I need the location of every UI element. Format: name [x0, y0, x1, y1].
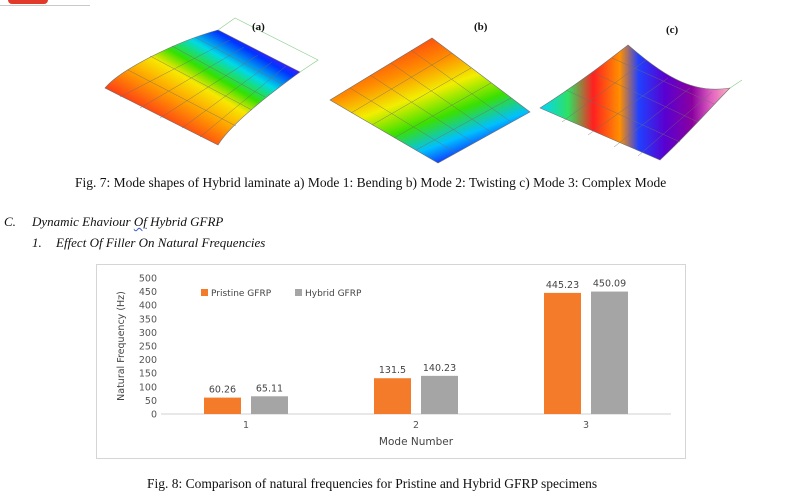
data-label-pristine-mode-3: 445.23	[546, 280, 579, 291]
y-tick-label: 50	[145, 396, 157, 407]
section-title-flagged-word: Of	[133, 214, 147, 229]
section-title-start: Dynamic Ehaviour	[32, 214, 134, 229]
subsection-number: 1.	[32, 235, 42, 250]
data-label-pristine-mode-2: 131.5	[379, 365, 406, 376]
legend-swatch-pristine	[201, 289, 208, 296]
y-tick-label: 500	[139, 274, 157, 285]
chart-container: 0 50 100 150 200 250 300 350 400 450 500 60.26 65.1…	[96, 264, 686, 459]
bar-pristine-mode-1	[204, 397, 241, 414]
section-letter: C.	[4, 214, 16, 229]
panel-label-a: (a)	[252, 21, 265, 33]
bar-hybrid-mode-3	[591, 291, 628, 414]
subsection-heading: 1. Effect Of Filler On Natural Frequencie…	[32, 235, 265, 251]
y-tick-label: 150	[139, 369, 157, 380]
bar-hybrid-mode-2	[421, 375, 458, 414]
y-tick-label: 450	[139, 287, 157, 298]
x-axis-label: Mode Number	[379, 436, 454, 448]
panel-label-b: (b)	[474, 21, 488, 33]
data-label-hybrid-mode-3: 450.09	[593, 279, 626, 290]
bar-hybrid-mode-1	[251, 396, 288, 414]
bar-chart: 0 50 100 150 200 250 300 350 400 450 500 60.26 65.1…	[116, 274, 671, 448]
legend: Pristine GFRP Hybrid GFRP	[201, 289, 362, 299]
bar-pristine-mode-2	[374, 378, 411, 414]
panel-label-c: (c)	[666, 24, 679, 36]
figure-8-caption: Fig. 8: Comparison of natural frequencie…	[147, 476, 598, 491]
y-axis-ticks: 0 50 100 150 200 250 300 350 400 450 500	[139, 274, 157, 421]
legend-label-pristine: Pristine GFRP	[211, 289, 272, 299]
x-tick-label: 1	[243, 420, 249, 431]
x-tick-label: 3	[583, 420, 589, 431]
mode-shape-a	[104, 17, 319, 146]
y-tick-label: 200	[139, 355, 157, 366]
figure-7-caption: Fig. 7: Mode shapes of Hybrid laminate a…	[75, 175, 667, 190]
mode-shape-c	[539, 44, 743, 161]
subsection-title: Effect Of Filler On Natural Frequencies	[56, 235, 266, 250]
y-tick-label: 100	[139, 382, 157, 393]
mode-shape-b	[329, 37, 531, 164]
legend-swatch-hybrid	[295, 289, 302, 296]
y-tick-label: 400	[139, 301, 157, 312]
section-title-end: Hybrid GFRP	[146, 214, 224, 229]
mode-shape-figure	[104, 17, 743, 164]
y-tick-label: 300	[139, 328, 157, 339]
section-heading: C. Dynamic Ehaviour Of Hybrid GFRP	[4, 214, 223, 230]
y-tick-label: 0	[151, 410, 157, 421]
data-label-pristine-mode-1: 60.26	[209, 385, 236, 396]
x-tick-label: 2	[413, 420, 419, 431]
y-tick-label: 250	[139, 342, 157, 353]
data-label-hybrid-mode-1: 65.11	[256, 383, 283, 394]
y-tick-label: 350	[139, 314, 157, 325]
legend-label-hybrid: Hybrid GFRP	[305, 289, 362, 299]
data-label-hybrid-mode-2: 140.23	[423, 363, 456, 374]
bar-pristine-mode-3	[544, 292, 581, 414]
bars: 60.26 65.11 131.5 140.23 445.23 450.09	[204, 279, 628, 414]
y-axis-label: Natural Frequency (Hz)	[116, 291, 127, 401]
x-axis-ticks: 1 2 3	[243, 420, 589, 431]
corner-mark	[0, 0, 90, 6]
